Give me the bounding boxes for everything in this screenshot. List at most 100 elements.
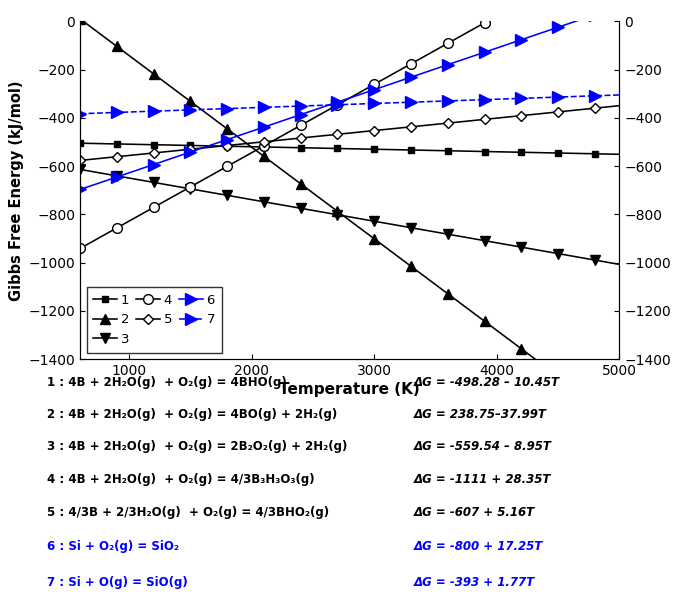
1 bbox=[76, 139, 84, 147]
5 bbox=[174, 147, 182, 154]
1 bbox=[541, 149, 550, 157]
4 bbox=[456, 33, 464, 40]
3 bbox=[554, 250, 562, 257]
6 bbox=[358, 90, 366, 98]
7 bbox=[100, 109, 109, 117]
5 bbox=[419, 122, 427, 130]
1 bbox=[480, 148, 489, 155]
5 bbox=[370, 127, 379, 134]
4 bbox=[161, 197, 170, 204]
1 bbox=[517, 149, 525, 156]
6 bbox=[333, 98, 342, 106]
2 bbox=[541, 363, 550, 371]
2 bbox=[480, 317, 489, 325]
6 bbox=[346, 95, 354, 102]
5 bbox=[296, 134, 305, 142]
2 bbox=[615, 418, 624, 426]
7 bbox=[407, 98, 416, 106]
2 bbox=[333, 208, 342, 215]
2 bbox=[370, 235, 379, 243]
4 bbox=[284, 128, 292, 136]
7 bbox=[395, 99, 403, 106]
2 bbox=[530, 354, 538, 362]
3 bbox=[321, 209, 329, 216]
4 bbox=[346, 95, 354, 102]
6 bbox=[223, 136, 231, 143]
2 bbox=[296, 180, 305, 187]
3 bbox=[615, 261, 624, 268]
3 bbox=[567, 252, 575, 260]
6 bbox=[382, 82, 390, 89]
3 bbox=[223, 192, 231, 199]
Text: ΔG = -393 + 1.77T: ΔG = -393 + 1.77T bbox=[414, 576, 535, 589]
1 bbox=[88, 140, 97, 147]
1 bbox=[272, 144, 280, 151]
2 bbox=[161, 79, 170, 87]
7 bbox=[567, 93, 575, 100]
5 bbox=[603, 103, 611, 111]
5 bbox=[443, 119, 452, 126]
Line: 5: 5 bbox=[77, 102, 623, 164]
1 bbox=[419, 147, 427, 154]
4 bbox=[493, 12, 501, 20]
1 bbox=[456, 147, 464, 155]
7 bbox=[174, 107, 182, 114]
3 bbox=[370, 217, 379, 225]
7 bbox=[346, 101, 354, 108]
3 bbox=[468, 235, 477, 242]
2 bbox=[603, 410, 611, 417]
3 bbox=[578, 254, 587, 262]
4 bbox=[358, 87, 366, 95]
2 bbox=[419, 272, 427, 279]
1 bbox=[382, 146, 390, 153]
3 bbox=[211, 190, 219, 197]
1 bbox=[187, 142, 195, 149]
3 bbox=[235, 194, 244, 201]
3 bbox=[395, 222, 403, 229]
Line: 3: 3 bbox=[75, 165, 624, 270]
3 bbox=[517, 243, 525, 251]
5 bbox=[480, 115, 489, 123]
5 bbox=[530, 111, 538, 118]
4 bbox=[309, 115, 317, 122]
2 bbox=[100, 34, 109, 41]
3 bbox=[493, 239, 501, 246]
5 bbox=[468, 117, 477, 124]
6 bbox=[407, 74, 416, 81]
6 bbox=[125, 169, 133, 177]
3 bbox=[125, 174, 133, 182]
6 bbox=[150, 161, 158, 168]
7 bbox=[591, 92, 599, 99]
5 bbox=[211, 143, 219, 150]
6 bbox=[321, 103, 329, 110]
7 bbox=[296, 103, 305, 110]
7 bbox=[432, 98, 440, 105]
6 bbox=[578, 15, 587, 23]
1 bbox=[591, 150, 599, 157]
1 bbox=[113, 140, 121, 147]
7 bbox=[382, 99, 390, 107]
4 bbox=[125, 217, 133, 225]
6 bbox=[161, 157, 170, 164]
7 bbox=[541, 94, 550, 101]
Text: ΔG = -559.54 – 8.95T: ΔG = -559.54 – 8.95T bbox=[414, 440, 552, 453]
7 bbox=[480, 96, 489, 103]
5 bbox=[88, 155, 97, 163]
3 bbox=[113, 172, 121, 179]
4 bbox=[187, 183, 195, 190]
5 bbox=[198, 144, 207, 152]
Line: 7: 7 bbox=[74, 90, 625, 119]
4 bbox=[370, 80, 379, 88]
4 bbox=[407, 60, 416, 68]
7 bbox=[235, 104, 244, 112]
6 bbox=[187, 149, 195, 156]
4 bbox=[432, 47, 440, 54]
5 bbox=[100, 154, 109, 161]
3 bbox=[358, 216, 366, 223]
6 bbox=[100, 177, 109, 185]
X-axis label: Temperature (K): Temperature (K) bbox=[279, 383, 420, 397]
7 bbox=[211, 106, 219, 113]
5 bbox=[567, 107, 575, 114]
1 bbox=[248, 143, 256, 150]
7 bbox=[615, 91, 624, 99]
